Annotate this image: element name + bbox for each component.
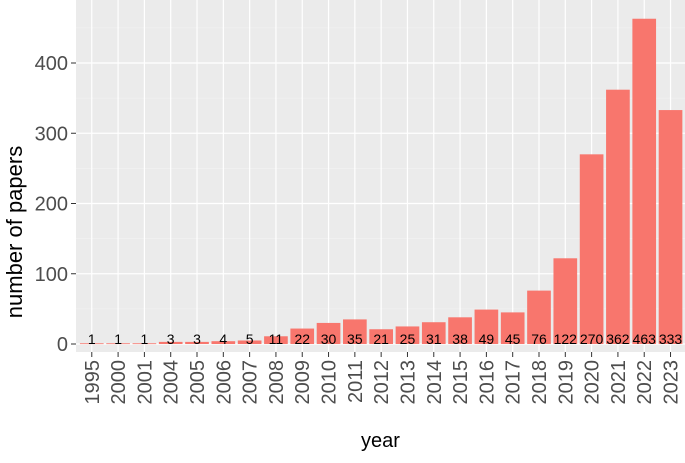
bar	[264, 336, 288, 344]
data-label: 3	[193, 331, 201, 347]
data-label: 31	[426, 331, 442, 347]
x-tick-label: 2008	[266, 360, 288, 405]
bar	[632, 18, 657, 345]
x-tick-label: 2000	[108, 360, 130, 405]
bar	[158, 341, 183, 344]
x-tick-label: 2019	[555, 360, 577, 405]
y-axis-title: number of papers	[0, 0, 30, 463]
data-label: 4	[219, 331, 227, 347]
x-tick-label: 2011	[345, 360, 367, 403]
bar	[421, 322, 446, 344]
bar	[316, 322, 341, 344]
bar	[132, 343, 157, 345]
y-axis-title-text: number of papers	[2, 145, 27, 318]
y-tick-label: 400	[35, 53, 68, 75]
bar	[500, 312, 525, 344]
y-tick-label: 100	[35, 264, 68, 286]
data-label: 362	[606, 331, 630, 347]
data-label: 49	[479, 331, 495, 347]
bar	[448, 317, 472, 344]
bar	[606, 89, 630, 344]
data-label: 463	[633, 331, 657, 347]
bar	[527, 290, 551, 344]
x-axis-ticks: 1995 2000 2001 2004 2005 2006 2007 2008 2009 2010…	[82, 352, 683, 405]
y-tick-label: 200	[35, 194, 68, 216]
x-tick-label: 2018	[529, 360, 551, 405]
data-label: 3	[167, 331, 175, 347]
data-label: 25	[400, 331, 416, 347]
data-label: 11	[269, 331, 284, 347]
data-label: 1	[88, 331, 96, 347]
bars	[79, 18, 683, 345]
x-axis-title: year	[361, 430, 400, 452]
data-label: 1	[114, 331, 122, 347]
bar	[106, 343, 130, 345]
bar	[185, 341, 209, 344]
x-tick-label: 2006	[213, 360, 235, 405]
data-label: 35	[347, 331, 363, 347]
x-tick-label: 2012	[371, 360, 393, 405]
bar	[343, 319, 367, 344]
data-label: 122	[554, 331, 578, 347]
x-tick-label: 2022	[634, 360, 656, 405]
bar	[237, 340, 262, 344]
bar	[579, 154, 604, 344]
x-tick-label: 2009	[292, 360, 314, 405]
x-tick-label: 1995	[82, 360, 104, 405]
bar	[395, 326, 420, 344]
x-tick-label: 2001	[134, 360, 156, 405]
x-tick-label: 2021	[608, 360, 630, 405]
data-label: 22	[294, 331, 310, 347]
x-tick-label: 2015	[450, 360, 472, 405]
x-tick-label: 2023	[661, 360, 683, 405]
x-tick-label: 2005	[187, 360, 209, 405]
data-label: 333	[659, 331, 683, 347]
bar	[79, 343, 104, 345]
x-tick-label: 2016	[476, 360, 498, 405]
x-tick-label: 2013	[397, 360, 419, 405]
x-tick-label: 2007	[240, 360, 262, 405]
data-label: 270	[580, 331, 604, 347]
y-tick-label: 300	[35, 123, 68, 145]
data-label: 21	[373, 331, 389, 347]
data-label: 30	[321, 331, 337, 347]
x-tick-label: 2010	[319, 360, 341, 405]
bar	[369, 329, 393, 344]
gridlines	[76, 0, 685, 352]
y-tick-label: 0	[57, 334, 68, 356]
x-tick-label: 2014	[424, 360, 446, 405]
data-label: 45	[505, 331, 521, 347]
data-label: 5	[246, 331, 254, 347]
data-label: 76	[531, 331, 547, 347]
data-label: 38	[452, 331, 468, 347]
data-labels: 1 1 1 3 3 4 5 11 22 30 35 21 25 31 38 49 45 76 122 270 362 46…	[88, 331, 683, 347]
bar	[474, 309, 499, 344]
bar	[658, 110, 683, 344]
x-tick-label: 2004	[161, 360, 183, 405]
bar	[553, 258, 578, 344]
data-label: 1	[140, 331, 148, 347]
y-axis-ticks: 0 100 200 300 400	[35, 53, 76, 356]
bar	[290, 328, 315, 344]
x-tick-label: 2017	[503, 360, 525, 405]
bar	[211, 341, 236, 344]
x-tick-label: 2020	[582, 360, 604, 405]
